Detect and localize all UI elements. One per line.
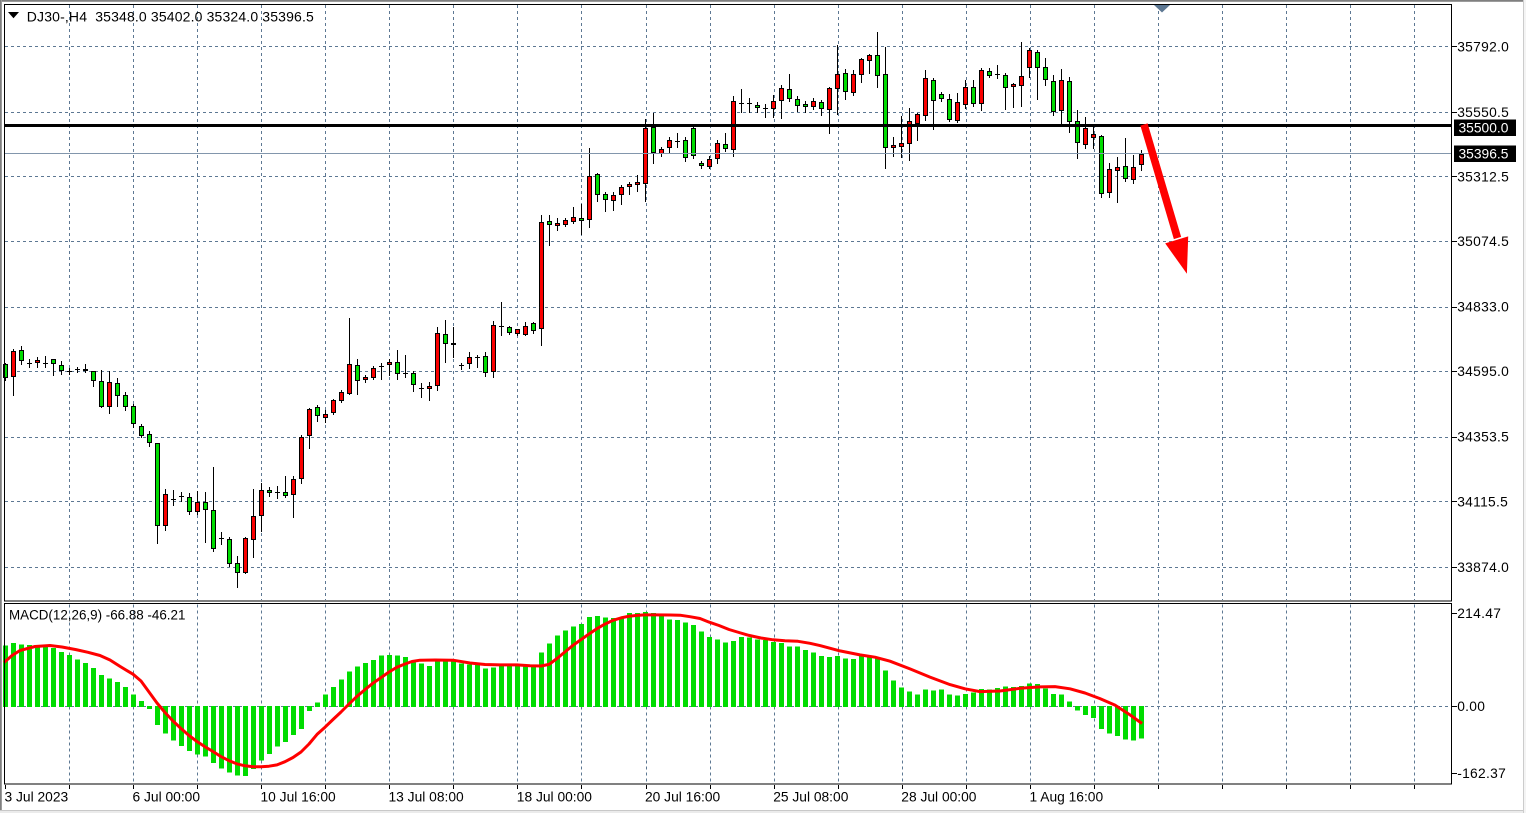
svg-text:3 Jul 2023: 3 Jul 2023 xyxy=(5,790,69,805)
svg-text:MACD(12,26,9) -66.88 -46.21: MACD(12,26,9) -66.88 -46.21 xyxy=(9,608,185,623)
svg-text:0.00: 0.00 xyxy=(1457,699,1485,714)
svg-text:-162.37: -162.37 xyxy=(1457,766,1506,781)
svg-text:28 Jul 00:00: 28 Jul 00:00 xyxy=(901,790,977,805)
svg-text:35500.0: 35500.0 xyxy=(1459,121,1509,136)
svg-text:34353.5: 34353.5 xyxy=(1457,430,1509,445)
svg-text:13 Jul 08:00: 13 Jul 08:00 xyxy=(389,790,465,805)
svg-text:35550.5: 35550.5 xyxy=(1457,105,1509,120)
svg-text:35312.5: 35312.5 xyxy=(1457,170,1509,185)
svg-text:34833.0: 34833.0 xyxy=(1457,300,1509,315)
svg-text:1 Aug 16:00: 1 Aug 16:00 xyxy=(1030,790,1104,805)
svg-text:35792.0: 35792.0 xyxy=(1457,40,1509,55)
svg-text:35396.5: 35396.5 xyxy=(1459,147,1509,162)
svg-text:18 Jul 00:00: 18 Jul 00:00 xyxy=(517,790,593,805)
svg-text:34595.0: 34595.0 xyxy=(1457,364,1509,379)
svg-text:6 Jul 00:00: 6 Jul 00:00 xyxy=(133,790,201,805)
svg-text:DJ30-,H4 35348.0 35402.0 3532: DJ30-,H4 35348.0 35402.0 35324.0 35396.5 xyxy=(27,8,314,24)
svg-text:20 Jul 16:00: 20 Jul 16:00 xyxy=(645,790,721,805)
svg-text:35074.5: 35074.5 xyxy=(1457,234,1509,249)
svg-text:25 Jul 08:00: 25 Jul 08:00 xyxy=(773,790,849,805)
svg-text:214.47: 214.47 xyxy=(1457,606,1501,621)
svg-text:33874.0: 33874.0 xyxy=(1457,560,1509,575)
svg-text:34115.5: 34115.5 xyxy=(1457,494,1508,509)
svg-text:10 Jul 16:00: 10 Jul 16:00 xyxy=(261,790,337,805)
